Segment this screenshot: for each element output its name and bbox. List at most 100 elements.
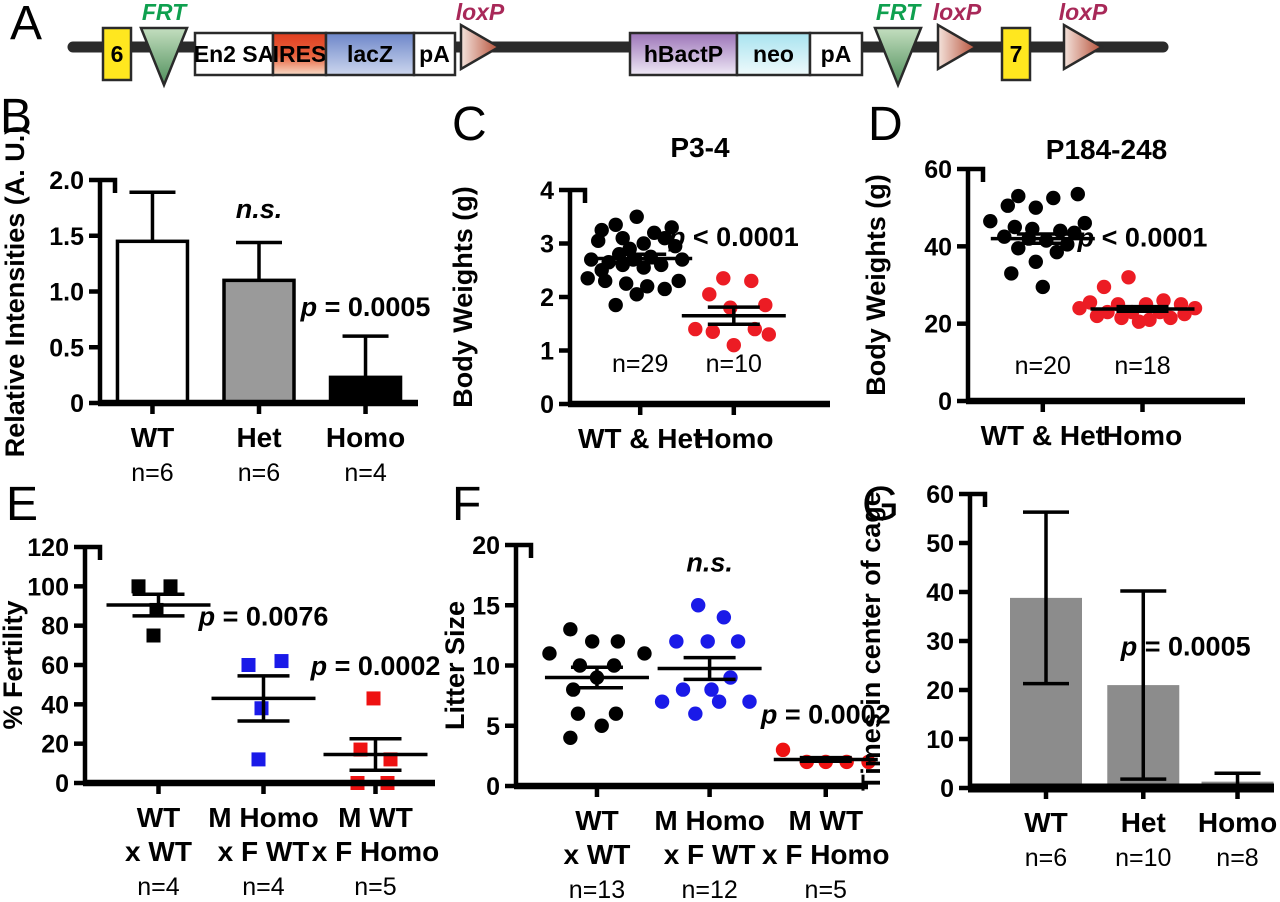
exon-box bbox=[101, 26, 133, 82]
data-point bbox=[1121, 270, 1136, 285]
data-point bbox=[594, 718, 609, 733]
category-label: WT bbox=[137, 802, 181, 833]
y-tick-label: 1.5 bbox=[49, 223, 84, 251]
data-point bbox=[688, 706, 703, 721]
data-point bbox=[580, 271, 595, 286]
n-label: n=18 bbox=[1114, 352, 1170, 380]
data-point bbox=[241, 658, 256, 672]
data-point bbox=[1053, 223, 1068, 239]
cassette-label: neo bbox=[753, 41, 794, 67]
cassette-box bbox=[324, 31, 416, 77]
y-tick-label: 0 bbox=[70, 390, 84, 418]
data-point bbox=[657, 281, 672, 297]
data-point bbox=[1187, 301, 1203, 316]
category-label: Homo bbox=[1103, 420, 1182, 451]
category-label: WT bbox=[575, 805, 619, 836]
n-label: n=8 bbox=[1216, 844, 1258, 872]
data-point bbox=[1163, 310, 1178, 326]
exon-box bbox=[1000, 26, 1032, 82]
data-point bbox=[251, 752, 266, 767]
y-tick-label: 40 bbox=[926, 579, 954, 607]
data-point bbox=[675, 682, 691, 697]
data-point bbox=[615, 230, 630, 246]
y-tick-label: 1 bbox=[540, 338, 554, 366]
category-label: Homo bbox=[694, 423, 773, 454]
bar bbox=[115, 239, 190, 405]
data-point bbox=[570, 706, 586, 721]
category-label: WT & Het bbox=[578, 423, 702, 454]
cassette-box bbox=[628, 31, 739, 77]
y-tick-label: 0 bbox=[938, 388, 952, 416]
data-point bbox=[688, 321, 703, 337]
n-label: n=5 bbox=[805, 876, 847, 902]
data-point bbox=[637, 646, 652, 661]
n-label: n=4 bbox=[137, 873, 180, 901]
category-label: x WT bbox=[125, 836, 192, 867]
n-label: n=20 bbox=[1015, 352, 1071, 380]
data-point bbox=[1004, 266, 1019, 281]
y-tick-label: 3 bbox=[540, 231, 554, 259]
n-label: n=6 bbox=[238, 459, 280, 487]
y-tick-label: 50 bbox=[926, 530, 954, 558]
data-point bbox=[366, 691, 381, 706]
data-point bbox=[606, 658, 622, 673]
significance-annotation: n.s. bbox=[236, 194, 283, 224]
category-label: M WT bbox=[338, 802, 413, 833]
data-point bbox=[274, 654, 289, 669]
data-point bbox=[598, 273, 613, 289]
panel-label-e: E bbox=[6, 478, 39, 531]
cassette-box bbox=[808, 31, 864, 77]
y-tick-label: 30 bbox=[926, 628, 954, 656]
y-tick-label: 120 bbox=[27, 534, 69, 562]
data-point bbox=[758, 297, 773, 313]
cassette-label: pA bbox=[419, 41, 450, 67]
y-tick-label: 2.0 bbox=[49, 167, 84, 195]
category-label: x WT bbox=[564, 839, 631, 870]
panel-label-f: F bbox=[452, 478, 482, 531]
y-axis-label: Relative Intensities (A. U.) bbox=[0, 126, 30, 458]
n-label: n=6 bbox=[131, 459, 173, 487]
data-point bbox=[704, 682, 719, 697]
data-point bbox=[254, 701, 269, 716]
category-label: x F WT bbox=[664, 839, 756, 870]
frt-label: FRT bbox=[142, 0, 188, 25]
category-label: x F Homo bbox=[312, 836, 440, 867]
y-tick-label: 0 bbox=[540, 391, 554, 419]
cassette-box bbox=[412, 31, 457, 77]
frt-site-triangle bbox=[873, 26, 923, 89]
y-tick-label: 0 bbox=[940, 775, 954, 803]
panel-label-b: B bbox=[0, 90, 33, 143]
y-tick-label: 60 bbox=[41, 652, 69, 680]
y-axis-label: Body Weights (g) bbox=[448, 186, 478, 407]
y-axis-end-hook bbox=[570, 187, 588, 203]
cassette-label: pA bbox=[821, 41, 852, 67]
data-point bbox=[716, 271, 731, 286]
data-point bbox=[131, 579, 146, 594]
data-point bbox=[1072, 301, 1087, 316]
bar bbox=[222, 278, 296, 405]
y-tick-label: 1.0 bbox=[49, 279, 84, 307]
data-point bbox=[591, 233, 606, 249]
data-point bbox=[619, 276, 634, 291]
n-label: n=6 bbox=[1025, 844, 1067, 872]
data-point bbox=[640, 279, 655, 294]
cassette-label: lacZ bbox=[347, 41, 393, 67]
cassette-label: IRES bbox=[273, 41, 327, 67]
frt-site-triangle bbox=[139, 26, 189, 89]
data-point bbox=[705, 324, 720, 339]
data-point bbox=[629, 287, 644, 302]
data-point bbox=[730, 634, 746, 649]
data-point bbox=[1070, 186, 1085, 202]
exon-label: 7 bbox=[1010, 41, 1023, 67]
data-point bbox=[1067, 225, 1082, 240]
y-tick-label: 4 bbox=[540, 177, 554, 205]
cassette-box bbox=[735, 31, 812, 77]
category-label: Het bbox=[1121, 807, 1166, 838]
data-point bbox=[761, 327, 776, 342]
category-label: Homo bbox=[326, 422, 405, 453]
data-point bbox=[629, 209, 644, 224]
data-point bbox=[610, 634, 626, 649]
y-tick-label: 60 bbox=[924, 156, 952, 184]
category-label: M WT bbox=[788, 805, 863, 836]
